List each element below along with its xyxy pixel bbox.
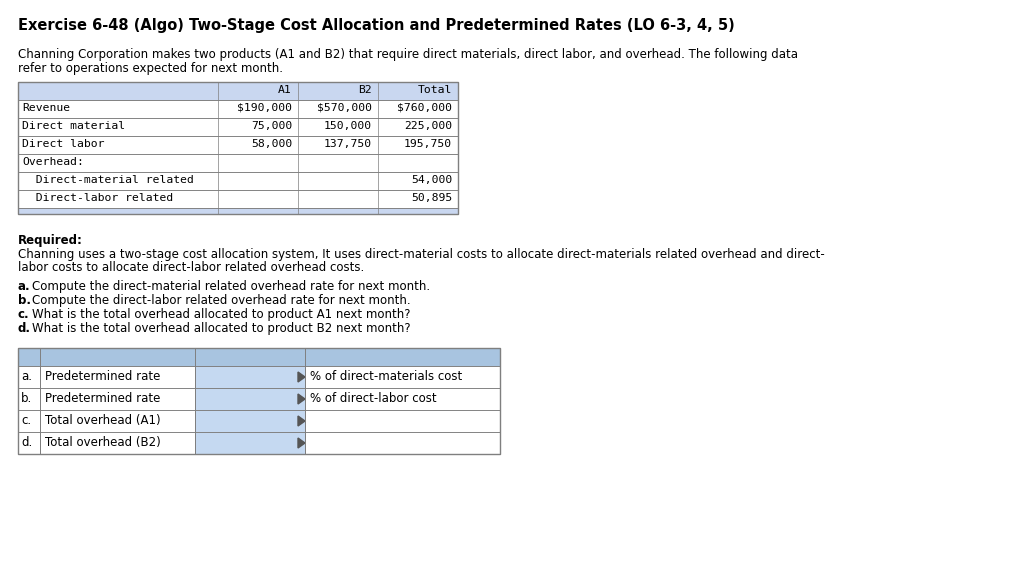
Text: b.: b. xyxy=(18,294,31,307)
Text: Required:: Required: xyxy=(18,234,83,247)
Text: Direct-material related: Direct-material related xyxy=(22,175,194,185)
Text: $190,000: $190,000 xyxy=(237,103,292,113)
Text: c.: c. xyxy=(18,308,30,321)
Bar xyxy=(195,366,305,388)
Text: b.: b. xyxy=(22,392,32,405)
Text: Total overhead (B2): Total overhead (B2) xyxy=(45,436,161,449)
Text: a.: a. xyxy=(22,370,32,383)
Polygon shape xyxy=(298,416,305,426)
Text: $570,000: $570,000 xyxy=(317,103,372,113)
Polygon shape xyxy=(298,372,305,382)
Bar xyxy=(195,410,305,432)
Bar xyxy=(305,366,500,388)
Polygon shape xyxy=(298,438,305,448)
Text: 195,750: 195,750 xyxy=(403,139,452,149)
Bar xyxy=(40,366,195,388)
Text: Total overhead (A1): Total overhead (A1) xyxy=(45,414,161,427)
Text: Revenue: Revenue xyxy=(22,103,70,113)
Text: Direct labor: Direct labor xyxy=(22,139,104,149)
Bar xyxy=(18,154,458,172)
Bar xyxy=(40,432,195,454)
Text: 50,895: 50,895 xyxy=(411,193,452,203)
Bar xyxy=(18,432,40,454)
Text: 54,000: 54,000 xyxy=(411,175,452,185)
Text: Overhead:: Overhead: xyxy=(22,157,84,167)
Text: Compute the direct-material related overhead rate for next month.: Compute the direct-material related over… xyxy=(32,280,430,293)
Text: 58,000: 58,000 xyxy=(251,139,292,149)
Bar xyxy=(305,388,500,410)
Text: d.: d. xyxy=(18,322,31,335)
Text: 75,000: 75,000 xyxy=(251,121,292,131)
Text: % of direct-materials cost: % of direct-materials cost xyxy=(310,370,462,383)
Polygon shape xyxy=(298,394,305,404)
Text: labor costs to allocate direct-labor related overhead costs.: labor costs to allocate direct-labor rel… xyxy=(18,261,365,274)
Bar xyxy=(18,118,458,136)
Text: Channing Corporation makes two products (A1 and B2) that require direct material: Channing Corporation makes two products … xyxy=(18,48,798,61)
Bar xyxy=(18,82,458,100)
Text: A1: A1 xyxy=(279,85,292,95)
Bar xyxy=(18,388,40,410)
Text: refer to operations expected for next month.: refer to operations expected for next mo… xyxy=(18,62,283,75)
Bar xyxy=(195,388,305,410)
Bar xyxy=(18,348,500,366)
Text: Compute the direct-labor related overhead rate for next month.: Compute the direct-labor related overhea… xyxy=(32,294,411,307)
Text: a.: a. xyxy=(18,280,31,293)
Text: Direct material: Direct material xyxy=(22,121,125,131)
Bar xyxy=(18,100,458,118)
Bar xyxy=(18,348,500,454)
Text: Exercise 6-48 (Algo) Two-Stage Cost Allocation and Predetermined Rates (LO 6-3, : Exercise 6-48 (Algo) Two-Stage Cost Allo… xyxy=(18,18,735,33)
Bar xyxy=(18,208,458,214)
Text: c.: c. xyxy=(22,414,31,427)
Text: What is the total overhead allocated to product B2 next month?: What is the total overhead allocated to … xyxy=(32,322,411,335)
Text: What is the total overhead allocated to product A1 next month?: What is the total overhead allocated to … xyxy=(32,308,411,321)
Bar xyxy=(18,190,458,208)
Text: Channing uses a two-stage cost allocation system, It uses direct-material costs : Channing uses a two-stage cost allocatio… xyxy=(18,248,824,261)
Bar xyxy=(18,82,458,214)
Bar xyxy=(305,432,500,454)
Text: 225,000: 225,000 xyxy=(403,121,452,131)
Bar xyxy=(18,410,40,432)
Text: Predetermined rate: Predetermined rate xyxy=(45,392,161,405)
Text: Predetermined rate: Predetermined rate xyxy=(45,370,161,383)
Text: 150,000: 150,000 xyxy=(324,121,372,131)
Bar xyxy=(195,432,305,454)
Text: Total: Total xyxy=(418,85,452,95)
Bar xyxy=(305,410,500,432)
Text: B2: B2 xyxy=(358,85,372,95)
Text: Direct-labor related: Direct-labor related xyxy=(22,193,173,203)
Bar xyxy=(40,388,195,410)
Bar xyxy=(18,366,40,388)
Text: d.: d. xyxy=(22,436,32,449)
Text: % of direct-labor cost: % of direct-labor cost xyxy=(310,392,436,405)
Text: 137,750: 137,750 xyxy=(324,139,372,149)
Text: $760,000: $760,000 xyxy=(397,103,452,113)
Bar xyxy=(18,136,458,154)
Bar xyxy=(18,172,458,190)
Bar xyxy=(40,410,195,432)
